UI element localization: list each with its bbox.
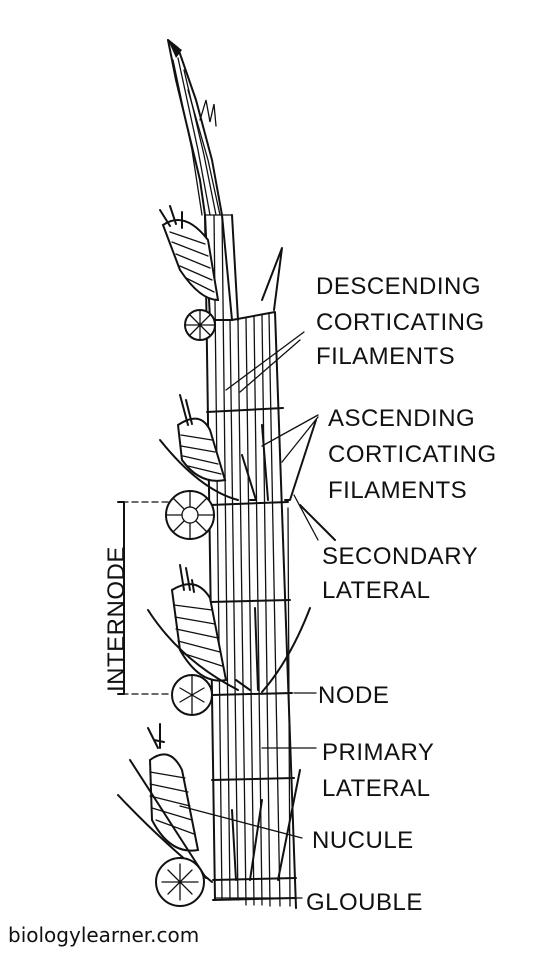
leader-lines [179,331,319,899]
label-ascending-corticating-filaments: ASCENDING CORTICATING FILAMENTS [328,405,497,504]
label-descending-corticating-filaments: DESCENDING CORTICATING FILAMENTS [316,273,485,370]
svg-text:LATERAL: LATERAL [322,577,430,604]
lower-globule [171,674,213,716]
label-globule: GLOUBLE [306,889,423,916]
svg-text:SECONDARY: SECONDARY [322,543,478,570]
label-nucule: NUCULE [312,827,414,854]
label-node: NODE [318,682,389,709]
middle-nucule [176,394,227,482]
svg-text:CORTICATING: CORTICATING [316,309,485,336]
svg-text:CORTICATING: CORTICATING [328,441,497,468]
label-internode: INTERNODE [103,546,130,692]
svg-text:PRIMARY: PRIMARY [322,739,434,766]
middle-laterals [159,419,336,541]
svg-text:FILAMENTS: FILAMENTS [328,477,467,504]
svg-text:LATERAL: LATERAL [322,775,430,802]
label-primary-lateral: PRIMARY LATERAL [322,739,434,802]
internode-bracket [117,501,169,695]
lower-laterals [147,607,311,693]
svg-text:ASCENDING: ASCENDING [328,405,475,432]
upper-globule [184,309,216,341]
bottom-nucule [147,723,200,852]
upper-bristle [261,247,283,311]
bottom-globule [155,857,205,907]
watermark: biologylearner.com [8,923,199,947]
upper-nucule [159,205,220,302]
lower-nucule [170,564,228,682]
svg-text:FILAMENTS: FILAMENTS [316,343,455,370]
svg-text:DESCENDING: DESCENDING [316,273,481,300]
main-axis [167,39,297,909]
label-secondary-lateral: SECONDARY LATERAL [322,543,478,604]
middle-globule [165,490,215,540]
